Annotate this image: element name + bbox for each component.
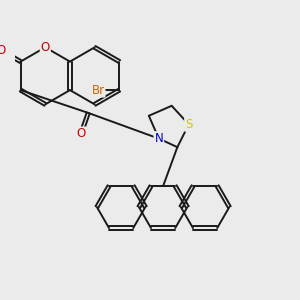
- Text: Br: Br: [92, 84, 104, 97]
- Text: N: N: [154, 132, 163, 145]
- Text: O: O: [76, 128, 86, 140]
- Text: S: S: [185, 118, 193, 131]
- Text: O: O: [40, 41, 50, 54]
- Text: O: O: [0, 44, 6, 57]
